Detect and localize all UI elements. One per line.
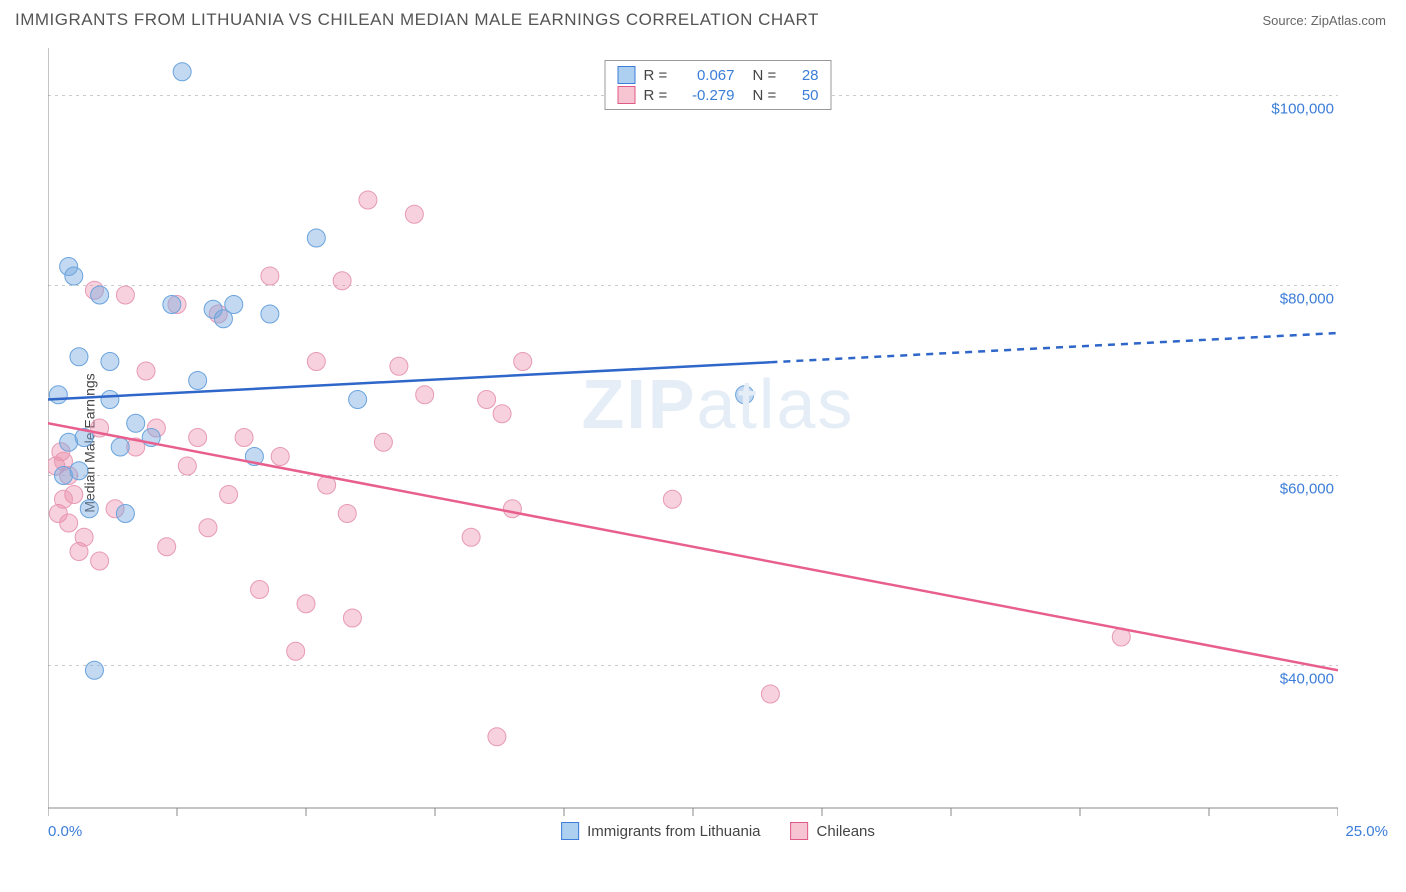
stat-n-value-0: 28 (789, 67, 819, 84)
source-attribution: Source: ZipAtlas.com (1262, 13, 1386, 28)
stat-n-value-1: 50 (789, 87, 819, 104)
chart-container: Median Male Earnings $40,000$60,000$80,0… (48, 48, 1388, 838)
svg-text:$80,000: $80,000 (1280, 291, 1334, 308)
bottom-legend: Immigrants from Lithuania Chileans (561, 822, 875, 840)
stats-legend-box: R = 0.067 N = 28 R = -0.279 N = 50 (605, 60, 832, 110)
stat-r-value-0: 0.067 (680, 67, 735, 84)
stat-r-value-1: -0.279 (680, 87, 735, 104)
swatch-series-1 (618, 86, 636, 104)
svg-text:$100,000: $100,000 (1271, 101, 1334, 118)
legend-label-1: Chileans (817, 823, 875, 840)
scatter-plot: $40,000 $60,000 $80,000 $100,000 (48, 48, 1338, 838)
stat-r-label: R = (644, 87, 672, 104)
legend-label-0: Immigrants from Lithuania (587, 823, 760, 840)
source-prefix: Source: (1262, 13, 1310, 28)
chart-title: IMMIGRANTS FROM LITHUANIA VS CHILEAN MED… (15, 10, 819, 30)
stats-row-series-1: R = -0.279 N = 50 (618, 85, 819, 105)
svg-text:$60,000: $60,000 (1280, 481, 1334, 498)
legend-swatch-1 (791, 822, 809, 840)
stat-r-label: R = (644, 67, 672, 84)
stat-n-label: N = (753, 67, 781, 84)
legend-item-0: Immigrants from Lithuania (561, 822, 760, 840)
swatch-series-0 (618, 66, 636, 84)
source-link[interactable]: ZipAtlas.com (1311, 13, 1386, 28)
stat-n-label: N = (753, 87, 781, 104)
legend-swatch-0 (561, 822, 579, 840)
x-axis-max-label: 25.0% (1345, 823, 1388, 840)
svg-text:$40,000: $40,000 (1280, 671, 1334, 688)
stats-row-series-0: R = 0.067 N = 28 (618, 65, 819, 85)
legend-item-1: Chileans (791, 822, 875, 840)
x-axis-min-label: 0.0% (48, 823, 82, 840)
